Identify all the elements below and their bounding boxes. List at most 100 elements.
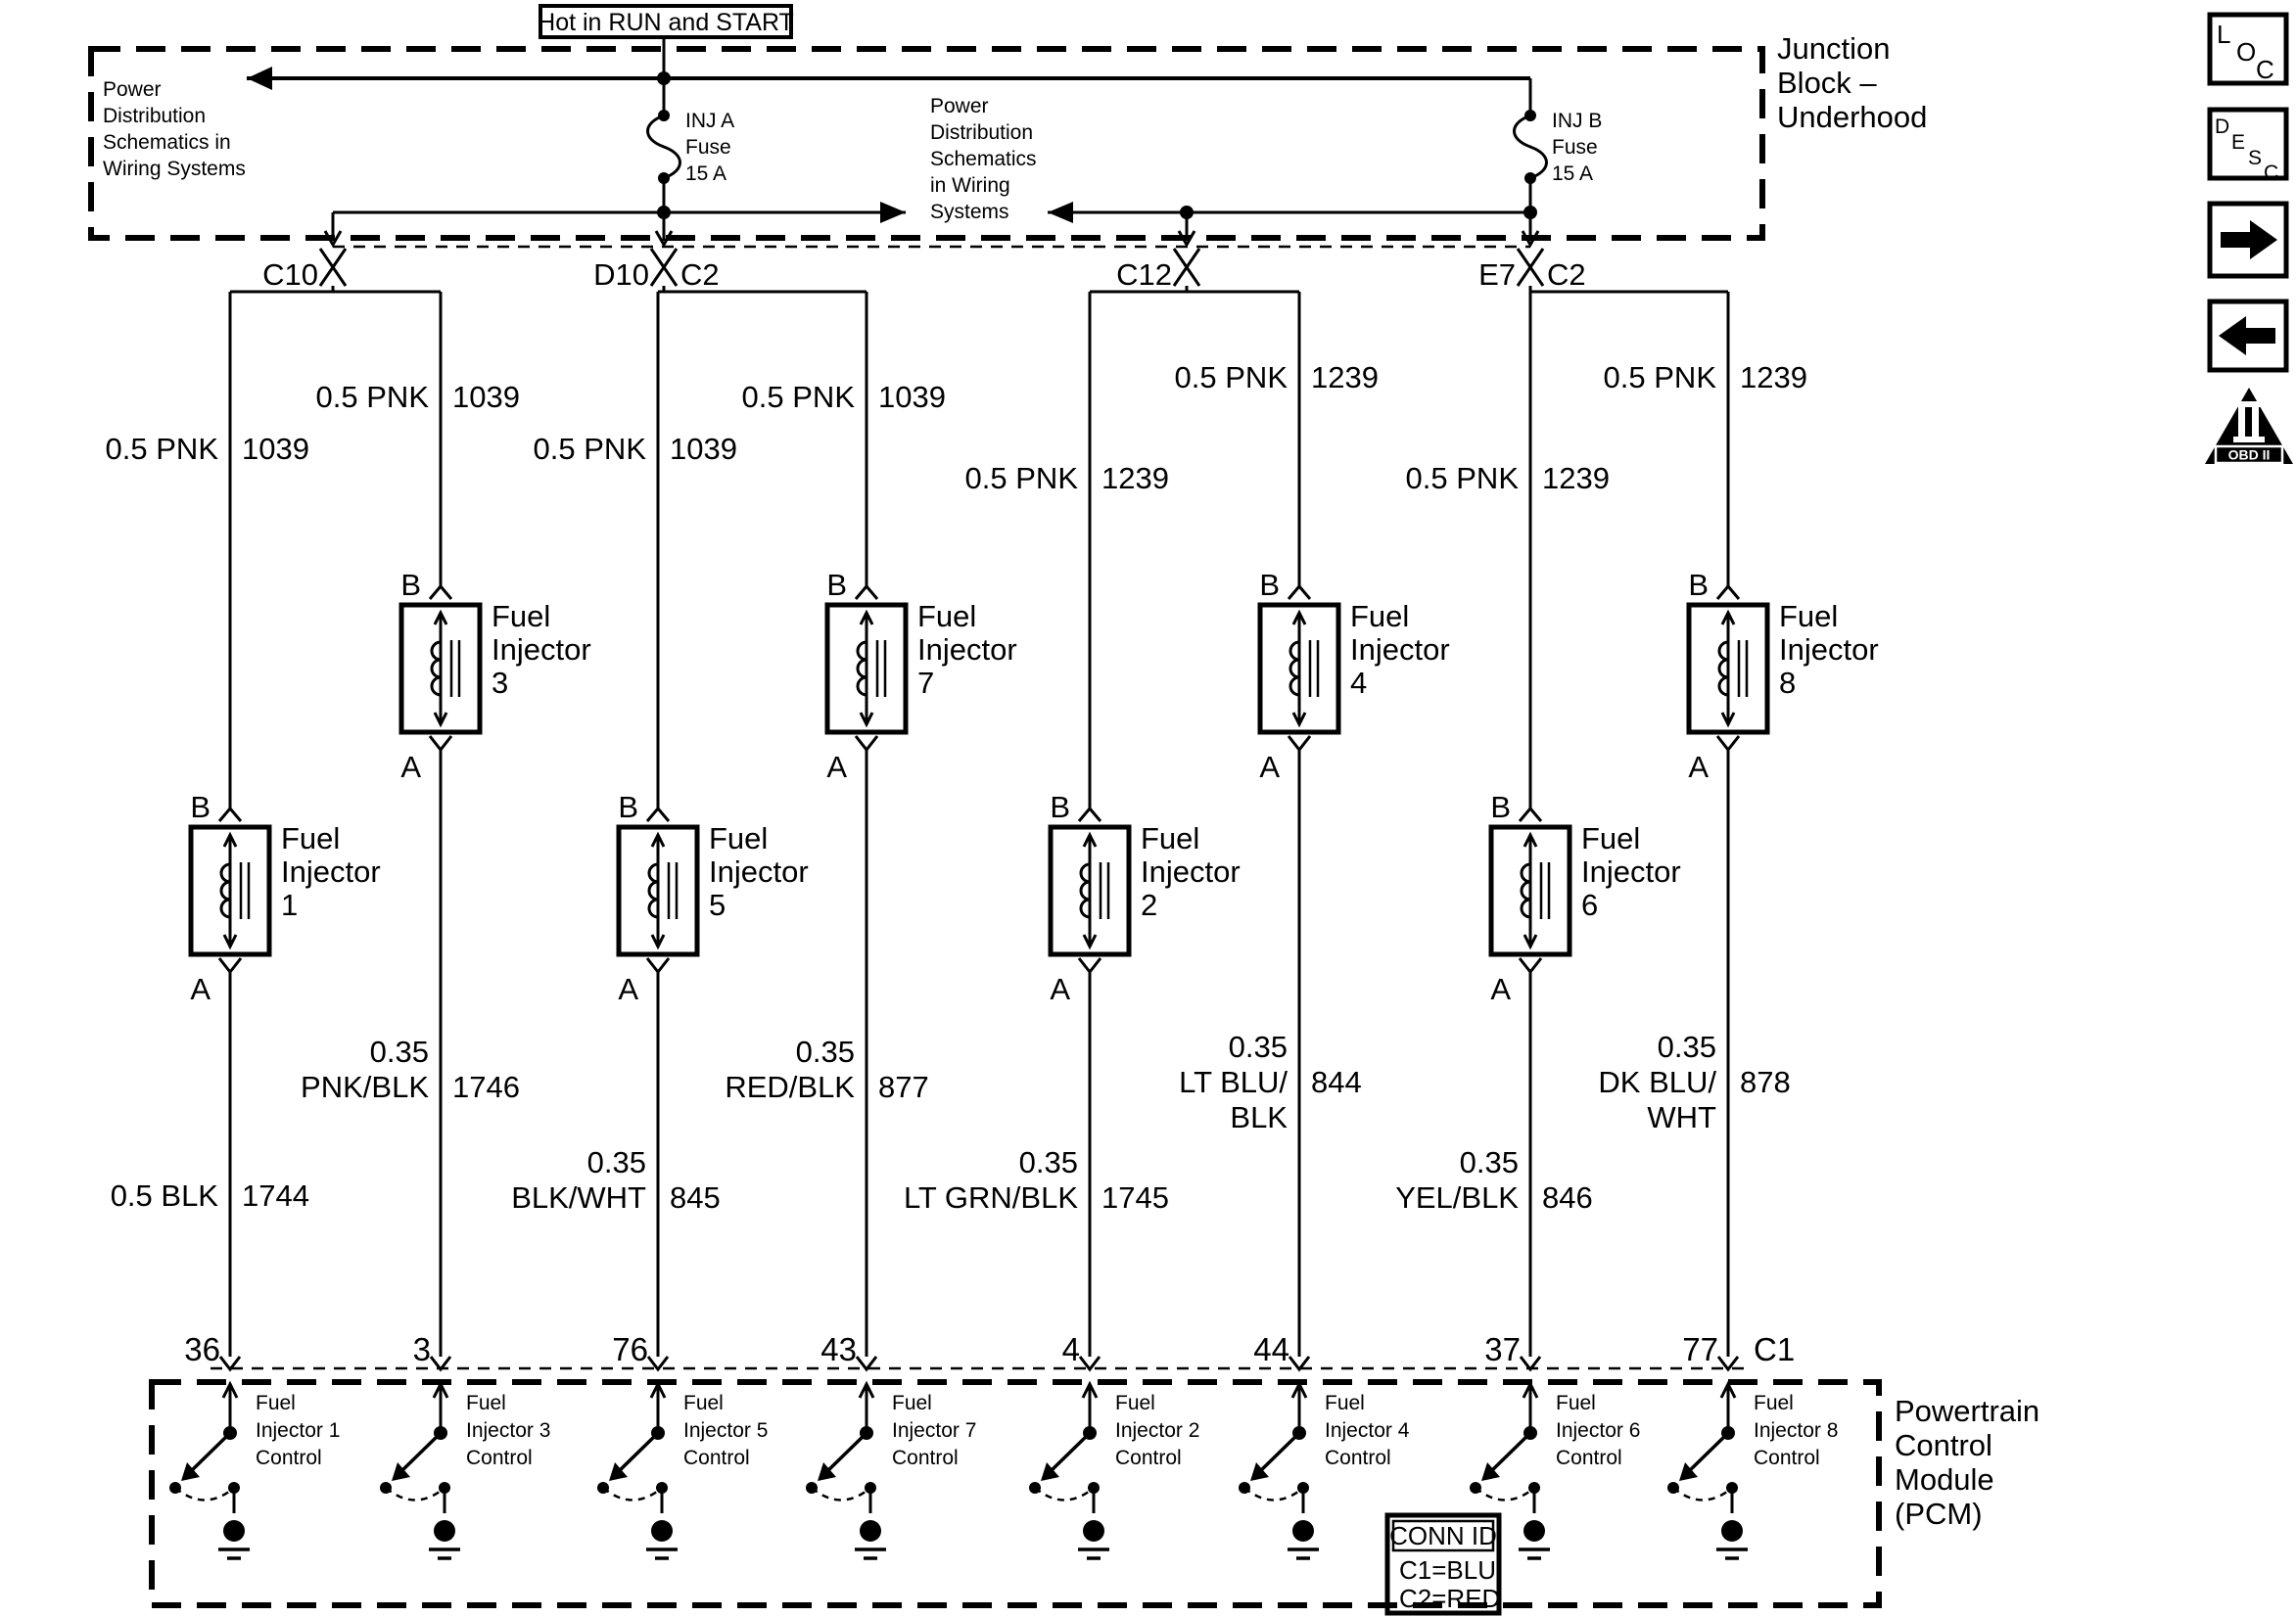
svg-text:Power: Power <box>930 95 989 117</box>
wire-gauge-top-8: 0.5 PNK <box>1604 360 1717 394</box>
injector-name-7-line1: Injector <box>917 632 1017 667</box>
ground-symbol-1 <box>223 1520 245 1542</box>
injector-name-3-line0: Fuel <box>492 599 550 633</box>
injector-name-2-line1: Injector <box>1141 855 1241 889</box>
terminal-b-label-1: B <box>190 790 211 824</box>
wire-circuit-bottom-6: 846 <box>1542 1180 1593 1215</box>
arrowhead-left-main <box>247 67 272 90</box>
injector-arrow-down-8 <box>1720 712 1736 728</box>
pcm-switch-arrowhead-1 <box>181 1462 200 1481</box>
ground-symbol-5 <box>651 1520 673 1542</box>
wire-circuit-top-6: 1239 <box>1542 461 1610 495</box>
injector-arrow-up-5 <box>650 831 666 848</box>
connector-label-C10: C10 <box>262 257 318 292</box>
pcm-terminal-3 <box>429 1356 452 1372</box>
injector-name-5-line0: Fuel <box>709 821 768 855</box>
pcm-pin-43: 43 <box>820 1331 857 1367</box>
terminal-a-label-5: A <box>618 972 638 1006</box>
pcm-switch-arrowhead-5 <box>609 1462 628 1481</box>
icon-next-arrow-button[interactable] <box>2207 201 2289 279</box>
injector-arrow-down-1 <box>222 934 238 950</box>
injector-name-2-line0: Fuel <box>1141 821 1199 855</box>
pcm-switch-lever-6 <box>1487 1431 1532 1475</box>
injector-box-7 <box>824 602 909 735</box>
pcm-contact-arc-4 <box>1243 1487 1304 1502</box>
pcm-driver-arrow-4 <box>1290 1380 1308 1399</box>
ground-symbol-4 <box>1292 1520 1314 1542</box>
terminal-b-injector-8 <box>1715 583 1741 600</box>
terminal-b-label-7: B <box>826 568 847 602</box>
terminal-a-label-4: A <box>1259 750 1280 784</box>
wire-color-bottom-1-line0: 0.5 BLK <box>111 1178 219 1213</box>
wire-color-bottom-3-line1: PNK/BLK <box>301 1070 429 1104</box>
hot-in-run-label: Hot in RUN and START <box>538 9 794 36</box>
pcm-terminal-6 <box>1519 1356 1542 1372</box>
obd2-label: OBD II <box>2228 447 2271 463</box>
connector-x-C10 <box>318 248 348 287</box>
terminal-b-injector-1 <box>217 806 243 822</box>
terminal-a-label-3: A <box>400 750 421 784</box>
pcm-terminal-7 <box>855 1356 878 1372</box>
arrowhead-down-D10 <box>654 230 674 249</box>
pcm-driver-arrow-8 <box>1719 1380 1737 1399</box>
wire-color-bottom-6-line1: YEL/BLK <box>1395 1180 1519 1215</box>
wire-gauge-top-3: 0.5 PNK <box>316 380 430 414</box>
wire-color-bottom-5-line0: 0.35 <box>587 1145 646 1179</box>
pcm-control-label-5-line1: Injector 5 <box>683 1419 768 1442</box>
pcm-switch-arrowhead-2 <box>1041 1462 1059 1481</box>
injector-arrow-down-5 <box>650 934 666 950</box>
injector-box-8 <box>1686 602 1770 735</box>
wire-color-bottom-7-line1: RED/BLK <box>725 1070 855 1104</box>
loc-letter-c: C <box>2256 55 2274 84</box>
injector-coil-5 <box>647 862 659 919</box>
fuse-a-label: INJ A Fuse 15 A <box>685 110 734 185</box>
injector-name-8-line0: Fuel <box>1779 599 1838 633</box>
ground-symbol-2 <box>1083 1520 1104 1542</box>
pcm-control-label-5-line2: Control <box>683 1447 750 1469</box>
injector-box-4 <box>1257 602 1341 735</box>
svg-text:Control: Control <box>1895 1428 1992 1462</box>
ground-symbol-8 <box>1721 1520 1743 1542</box>
pcm-box <box>149 1379 1882 1608</box>
pcm-pin-44: 44 <box>1253 1331 1289 1367</box>
wire-color-bottom-5-line1: BLK/WHT <box>511 1180 646 1215</box>
wire-color-bottom-3-line0: 0.35 <box>370 1035 429 1069</box>
connector-c2-label-D10: C2 <box>680 257 720 292</box>
pcm-switch-lever-7 <box>823 1431 868 1475</box>
fuse-inj-a <box>646 78 681 212</box>
desc-letter-s: S <box>2248 147 2262 169</box>
wire-circuit-bottom-1: 1744 <box>242 1178 309 1213</box>
pcm-control-label-3-line1: Injector 3 <box>466 1419 550 1442</box>
pcm-control-label-8-line1: Injector 8 <box>1754 1419 1838 1442</box>
wire-circuit-top-1: 1039 <box>242 432 309 466</box>
hot-in-run-box: Hot in RUN and START <box>538 4 794 39</box>
injector-name-5-line2: 5 <box>709 888 726 922</box>
pcm-contact-arc-7 <box>811 1487 871 1502</box>
svg-text:15 A: 15 A <box>1552 162 1593 185</box>
wire-circuit-top-5: 1039 <box>670 432 737 466</box>
pcm-contact-arc-2 <box>1034 1487 1095 1502</box>
injector-name-8-line2: 8 <box>1779 666 1796 700</box>
pcm-terminal-2 <box>1078 1356 1101 1372</box>
injector-name-6-line1: Injector <box>1581 855 1681 889</box>
injector-name-7-line2: 7 <box>917 666 934 700</box>
icon-desc-button[interactable]: D E S C <box>2207 107 2289 184</box>
wire-circuit-top-7: 1039 <box>878 380 946 414</box>
svg-text:Wiring Systems: Wiring Systems <box>103 158 246 180</box>
pcm-control-label-8-line0: Fuel <box>1754 1392 1794 1414</box>
pcm-contact-arc-3 <box>385 1487 445 1502</box>
injector-arrow-down-7 <box>859 712 874 728</box>
injector-name-8-line1: Injector <box>1779 632 1879 667</box>
ground-symbol-3 <box>434 1520 455 1542</box>
junction-block-box <box>88 46 1765 241</box>
terminal-b-label-3: B <box>400 568 421 602</box>
injector-coil-8 <box>1717 640 1729 697</box>
pcm-control-label-7-line1: Injector 7 <box>892 1419 976 1442</box>
svg-text:Distribution: Distribution <box>930 121 1033 144</box>
icon-loc-button[interactable]: L O C <box>2207 12 2289 86</box>
icon-prev-arrow-button[interactable] <box>2207 299 2289 373</box>
wire-circuit-bottom-4: 844 <box>1311 1065 1362 1099</box>
svg-text:Fuse: Fuse <box>685 136 731 159</box>
pcm-contact-arc-1 <box>174 1487 235 1502</box>
injector-arrow-up-4 <box>1291 609 1307 625</box>
